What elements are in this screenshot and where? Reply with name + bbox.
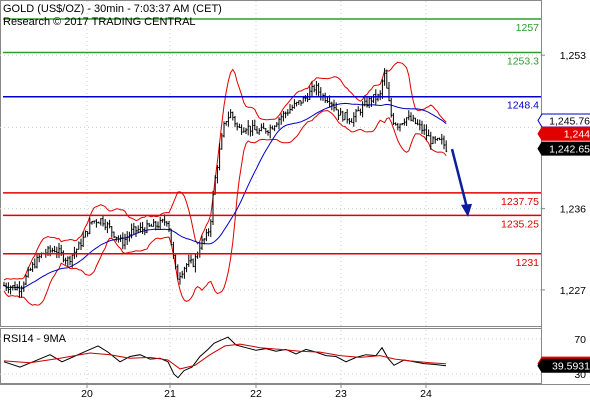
bollinger-layer [3, 61, 447, 306]
price-tag-box [537, 141, 590, 156]
rsi-series-line [3, 343, 447, 370]
price-tag: 1,242.65 [549, 144, 590, 156]
forecast-arrow-head [461, 203, 472, 217]
rsi-panel [0, 328, 542, 384]
x-tick-label: 24 [420, 388, 432, 400]
rsi-layer [3, 336, 447, 379]
rsi-value-tag: 39.5931 [552, 361, 590, 373]
y-tick-label: 1,227 [560, 285, 586, 297]
moving-average-line [3, 102, 447, 289]
level-label: 1257 [516, 22, 540, 34]
bollinger-upper-line [3, 61, 447, 281]
forecast-arrow-shaft [450, 148, 469, 209]
x-tick-label: 21 [164, 388, 176, 400]
level-label: 1235.25 [501, 218, 539, 230]
chart-subtitle: Research © 2017 TRADING CENTRAL [3, 16, 196, 28]
level-label: 1248.4 [507, 100, 539, 112]
rsi-title: RSI14 - 9MA [3, 333, 67, 345]
x-tick-label: 23 [335, 388, 347, 400]
rsi-series-line [3, 336, 447, 379]
chart-title: GOLD (US$/OZ) - 30min - 7:03:37 AM (CET) [3, 3, 222, 15]
level-label: 1253.3 [507, 55, 539, 67]
rsi-y-tick-label: 70 [574, 334, 586, 346]
y-tick-label: 1,236 [560, 204, 586, 216]
grid-layer [0, 1, 541, 388]
level-label: 1231 [516, 257, 540, 269]
level-label: 1237.75 [501, 196, 539, 208]
price-tag: 1,244 [564, 129, 590, 141]
x-tick-label: 20 [81, 388, 93, 400]
bollinger-lower-line [3, 109, 447, 306]
x-tick-label: 22 [250, 388, 262, 400]
levels-layer: 1257 1253.3 1248.4 1237.75 1235.25 1231 [3, 18, 541, 269]
rsi-y-tick-label: 30 [574, 369, 586, 381]
price-tag-box [537, 126, 590, 141]
price-tag-box [537, 113, 590, 128]
price-tag: 1,245.76 [549, 116, 590, 128]
rsi-value-tag-box [537, 358, 590, 373]
y-tick-label: 1,253 [560, 50, 586, 62]
price-panel [0, 0, 542, 327]
